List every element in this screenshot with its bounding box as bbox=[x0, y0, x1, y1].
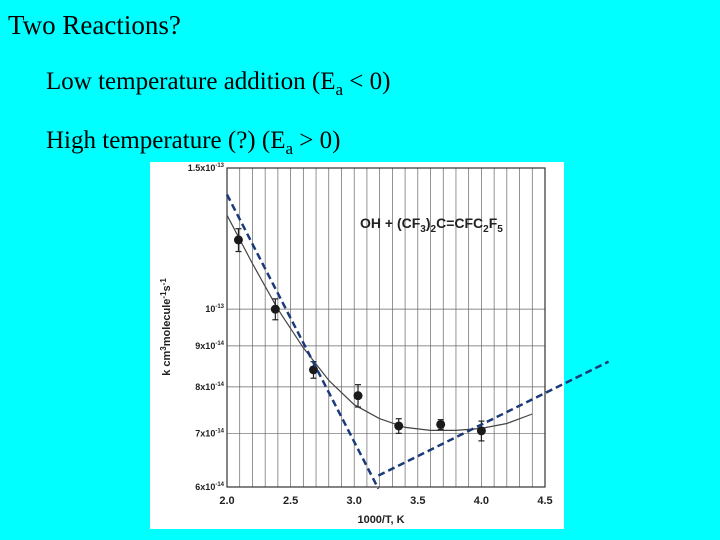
slide-title: Two Reactions? bbox=[8, 10, 181, 40]
data-point bbox=[270, 304, 280, 314]
x-tick-label: 4.0 bbox=[474, 495, 489, 507]
data-point bbox=[353, 391, 363, 401]
y-tick-label: 10-13 bbox=[205, 304, 224, 314]
high-temperature-asymptote bbox=[377, 360, 610, 477]
data-point bbox=[233, 235, 243, 245]
bullet-low-sub: a bbox=[335, 80, 344, 99]
bullet-low-temperature: Low temperature addition (Ea < 0) bbox=[46, 68, 390, 100]
data-point bbox=[436, 419, 446, 429]
plot-frame bbox=[226, 167, 546, 488]
data-point bbox=[394, 421, 404, 431]
x-tick-label: 4.5 bbox=[537, 495, 552, 507]
y-axis-title: k cm3molecule-1s-1 bbox=[159, 278, 173, 376]
x-tick-label: 3.5 bbox=[410, 495, 425, 507]
x-tick-label: 3.0 bbox=[347, 495, 362, 507]
x-tick-label: 2.5 bbox=[283, 495, 298, 507]
low-temperature-asymptote bbox=[225, 193, 380, 490]
chart-title: OH + (CF3)2C=CFC2F5 bbox=[360, 215, 503, 235]
y-tick-label: 1.5x10-13 bbox=[188, 163, 225, 173]
data-point bbox=[308, 365, 318, 375]
x-tick-label: 2.0 bbox=[219, 495, 234, 507]
x-axis-title: 1000/T, K bbox=[357, 514, 404, 526]
bullet-low-text: Low temperature addition (E bbox=[46, 68, 336, 95]
y-tick-label: 7x10-14 bbox=[195, 428, 224, 438]
y-tick-label: 9x10-14 bbox=[195, 341, 224, 351]
bullet-low-tail: < 0) bbox=[343, 68, 391, 95]
bullet-high-sub: a bbox=[285, 139, 294, 158]
data-point bbox=[476, 426, 486, 436]
y-tick-label: 8x10-14 bbox=[195, 382, 224, 392]
bullet-high-temperature: High temperature (?) (Ea > 0) bbox=[46, 127, 340, 159]
bullet-high-tail: > 0) bbox=[293, 127, 341, 154]
bullet-high-text: High temperature (?) (E bbox=[46, 127, 286, 154]
y-tick-label: 6x10-14 bbox=[195, 482, 224, 492]
